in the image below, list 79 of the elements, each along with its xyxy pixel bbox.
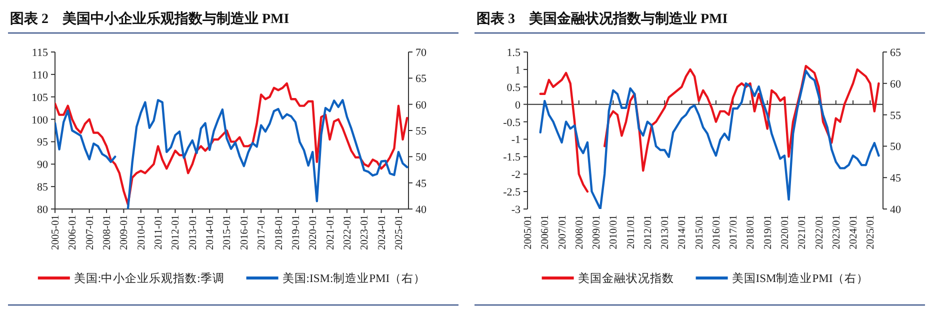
- x-tick-label: 2021/01: [797, 215, 808, 250]
- y-tick-label: 1.5: [506, 47, 521, 59]
- x-tick-label: 2007-01: [84, 215, 96, 250]
- y2-tick-label: 55: [416, 126, 427, 138]
- y2-tick-label: 45: [890, 172, 902, 185]
- x-tick-label: 2010-01: [136, 215, 148, 250]
- y-tick-label: -1: [511, 134, 520, 146]
- x-tick-label: 2025-01: [394, 215, 405, 250]
- x-tick-label: 2018-01: [274, 215, 285, 250]
- x-tick-label: 2025/01: [866, 215, 877, 250]
- x-tick-label: 2006-01: [68, 215, 79, 250]
- x-tick-label: 2018/01: [746, 215, 757, 250]
- x-tick-label: 2011/01: [626, 215, 637, 250]
- x-tick-label: 2016/01: [711, 215, 722, 250]
- x-tick-label: 2005/01: [523, 215, 534, 250]
- x-tick-label: 2014-01: [205, 215, 216, 250]
- x-tick-label: 2005-01: [50, 215, 62, 250]
- chart-title: 图表 2 美国中小企业乐观指数与制造业 PMI: [10, 10, 290, 27]
- y-tick-label: -3: [511, 204, 521, 216]
- legend-label: 美国:ISM:制造业PMI（右）: [282, 271, 426, 285]
- x-tick-label: 2013/01: [660, 215, 672, 250]
- x-tick-label: 2012/01: [642, 215, 654, 250]
- x-tick-label: 2006/01: [540, 215, 552, 250]
- x-tick-label: 2007/01: [557, 215, 568, 250]
- x-tick-label: 2022-01: [342, 215, 354, 250]
- y-tick-label: -2.5: [503, 186, 521, 199]
- x-tick-label: 2011-01: [154, 215, 165, 250]
- y-tick-label: 1: [515, 64, 520, 76]
- y-tick-label: 95: [37, 136, 48, 149]
- x-tick-label: 2008/01: [574, 215, 586, 250]
- y2-tick-label: 65: [416, 73, 427, 86]
- y2-tick-label: 40: [416, 204, 427, 216]
- x-tick-label: 2019/01: [762, 215, 774, 250]
- y2-tick-label: 50: [416, 152, 427, 164]
- y-tick-label: 115: [32, 47, 48, 59]
- x-tick-label: 2013-01: [188, 215, 199, 250]
- y-tick-label: 110: [32, 69, 48, 82]
- y-tick-label: 90: [37, 159, 48, 172]
- y-tick-label: 0: [515, 99, 521, 112]
- x-tick-label: 2023-01: [360, 215, 371, 250]
- y-tick-label: 85: [37, 182, 48, 194]
- x-tick-label: 2017-01: [256, 215, 268, 250]
- x-tick-label: 2020/01: [780, 215, 791, 250]
- x-tick-label: 2009-01: [119, 215, 130, 250]
- y2-tick-label: 70: [416, 47, 427, 59]
- x-tick-label: 2016-01: [239, 215, 250, 250]
- y-tick-label: 100: [32, 114, 48, 126]
- y2-tick-label: 40: [890, 204, 902, 216]
- x-tick-label: 2022/01: [814, 215, 826, 250]
- x-tick-label: 2009/01: [592, 215, 603, 250]
- chart-title: 图表 3 美国金融状况指数与制造业 PMI: [476, 10, 728, 27]
- x-tick-label: 2024-01: [376, 215, 388, 250]
- y2-tick-label: 55: [890, 110, 902, 122]
- y-tick-label: 80: [37, 204, 48, 216]
- x-tick-label: 2014/01: [677, 215, 688, 250]
- y2-tick-label: 65: [890, 47, 902, 59]
- y-tick-label: -1.5: [503, 152, 521, 164]
- y-tick-label: 0.5: [506, 82, 521, 94]
- y-tick-label: 105: [32, 92, 48, 104]
- y2-tick-label: 60: [890, 78, 902, 90]
- x-tick-label: 2015/01: [694, 215, 706, 250]
- y-tick-label: -0.5: [503, 116, 521, 129]
- x-tick-label: 2023/01: [831, 215, 842, 250]
- y-tick-label: -2: [511, 169, 520, 182]
- x-tick-label: 2020-01: [308, 215, 320, 250]
- x-tick-label: 2010/01: [608, 215, 620, 250]
- legend-label: 美国金融状况指数: [578, 271, 674, 285]
- y2-tick-label: 45: [416, 178, 427, 190]
- x-tick-label: 2021-01: [325, 215, 336, 250]
- x-tick-label: 2017/01: [728, 215, 740, 250]
- x-tick-label: 2008-01: [102, 215, 114, 250]
- x-tick-label: 2019-01: [290, 215, 302, 250]
- legend-label: 美国:中小企业乐观指数:季调: [74, 271, 224, 285]
- y2-tick-label: 50: [890, 141, 902, 154]
- x-tick-label: 2015-01: [222, 215, 234, 250]
- y2-tick-label: 60: [416, 99, 427, 112]
- legend-label: 美国ISM制造业PMI（右）: [732, 271, 869, 285]
- x-tick-label: 2012-01: [170, 215, 182, 250]
- x-tick-label: 2024/01: [848, 215, 860, 250]
